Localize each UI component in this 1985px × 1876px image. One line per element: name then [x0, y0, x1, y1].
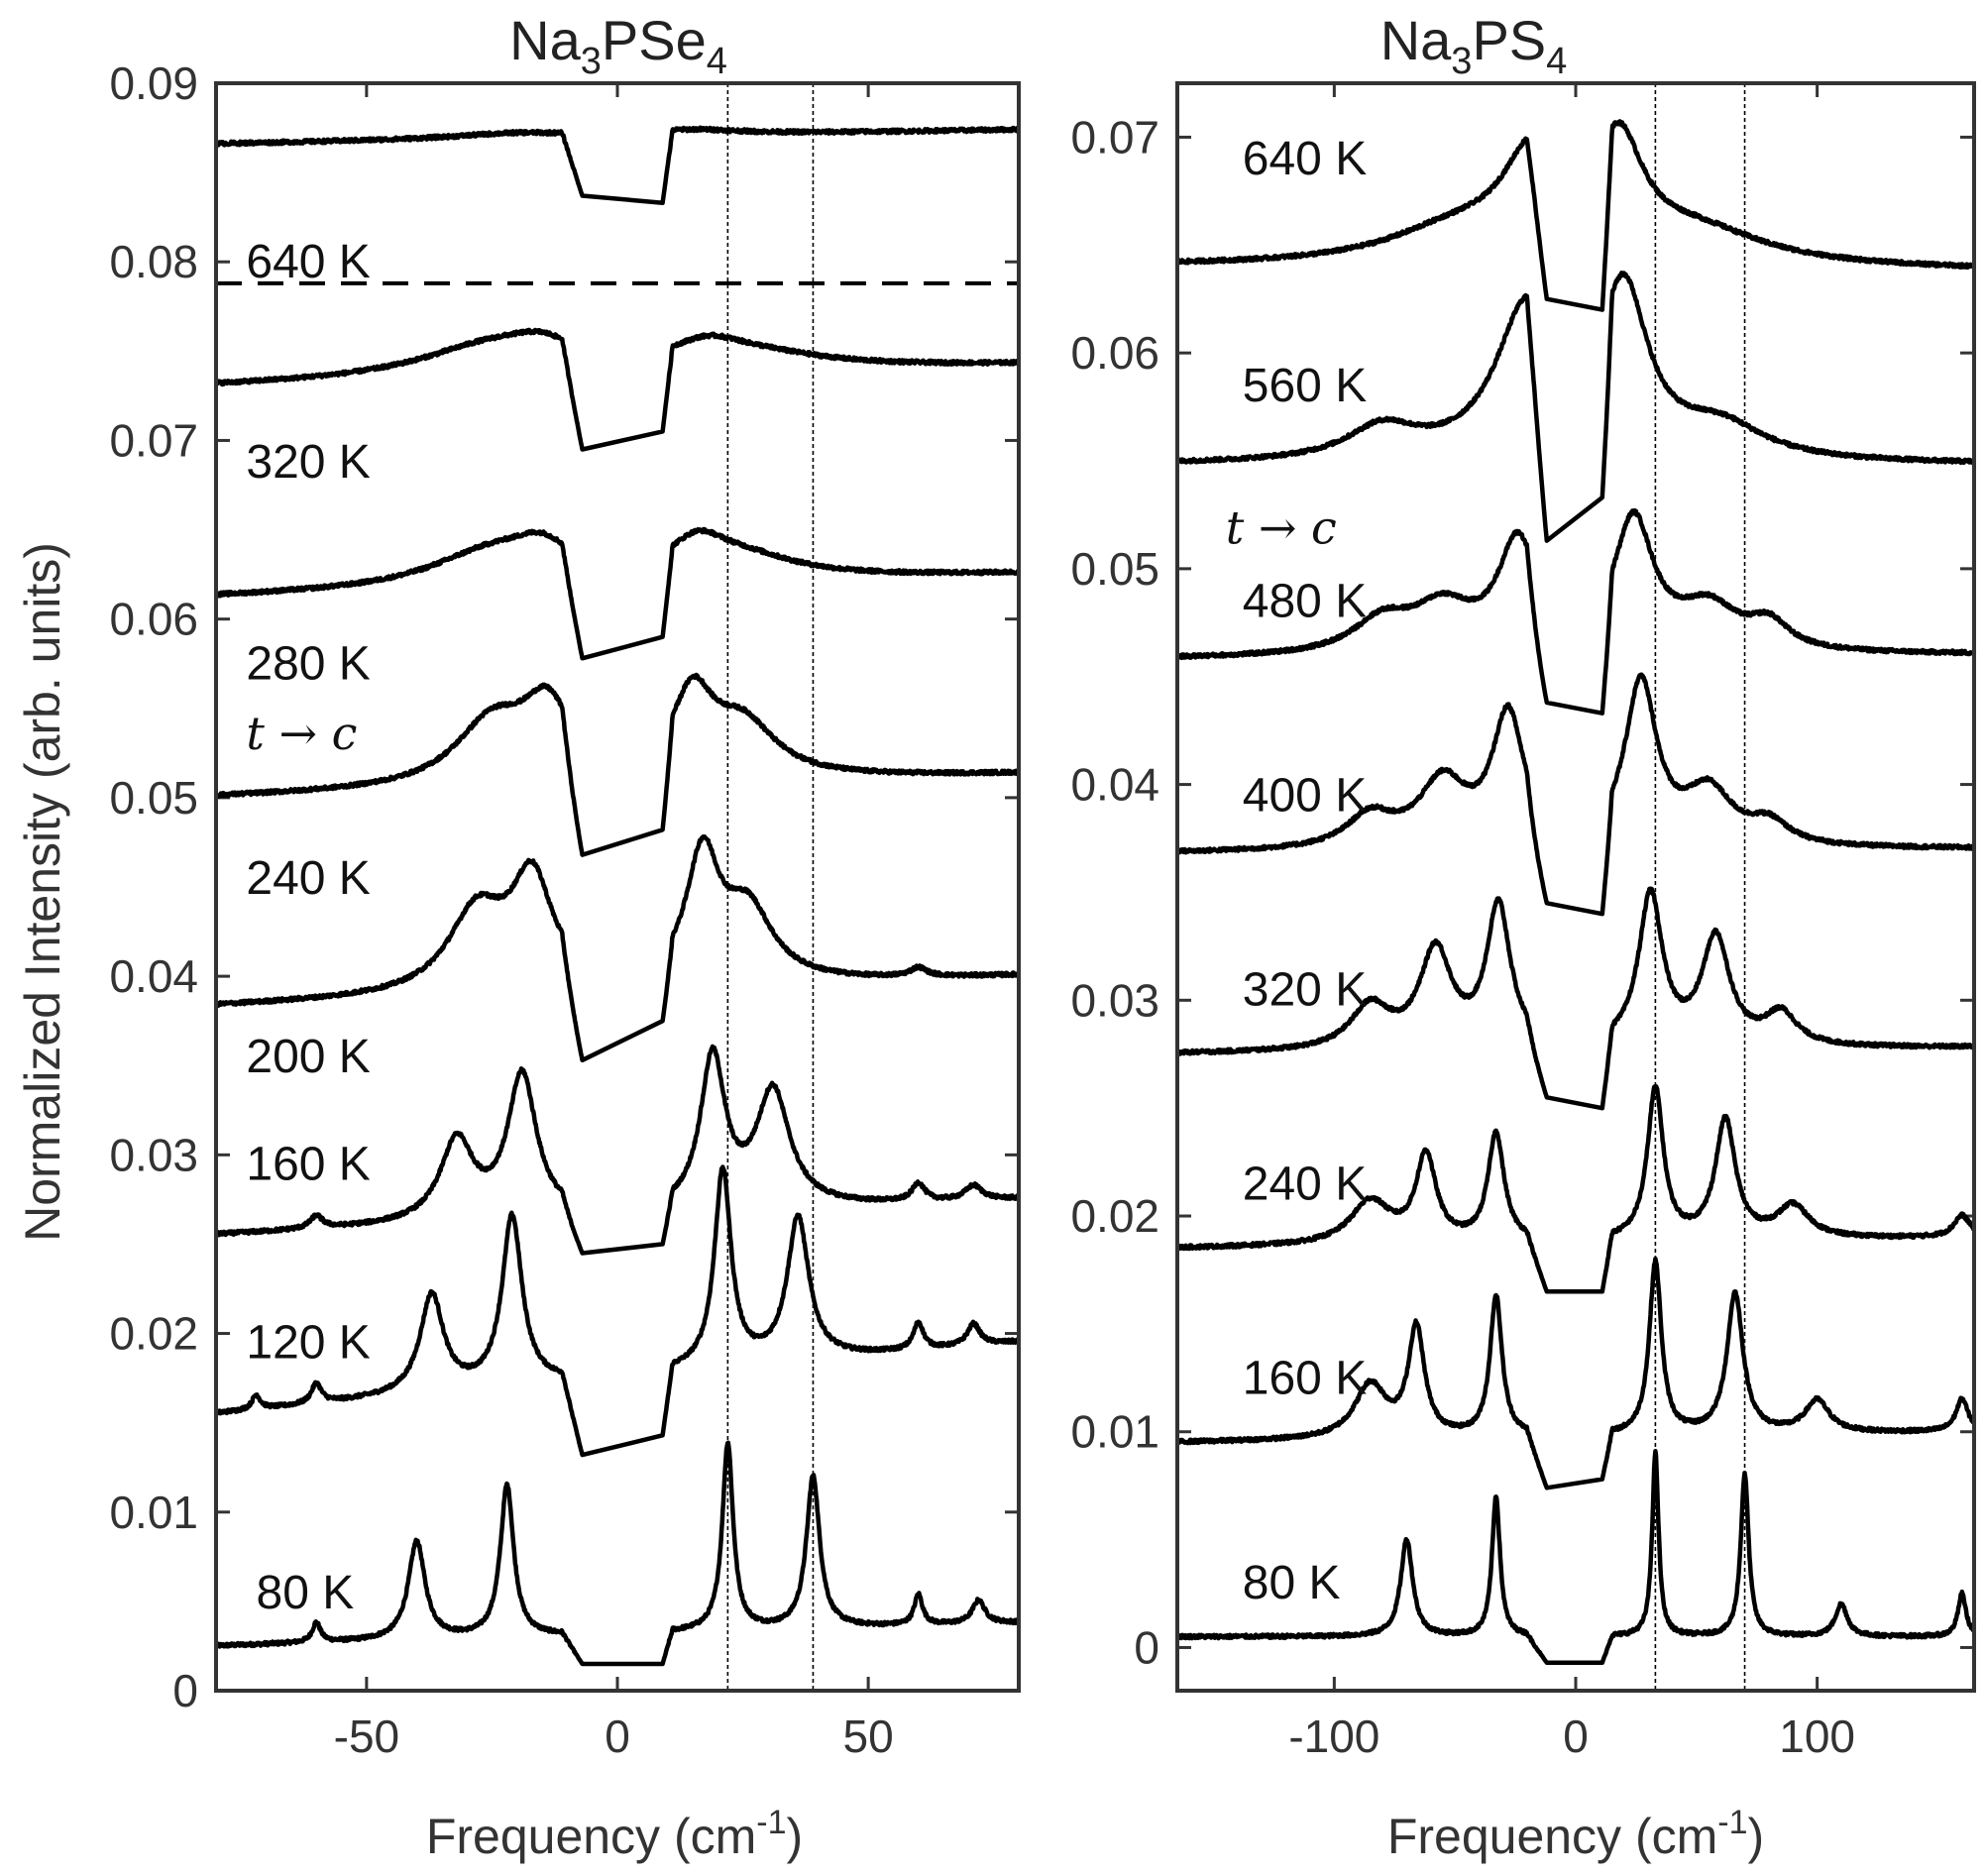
y-tick-label-na3ps4-0p07: 0.07: [1070, 111, 1159, 163]
trace-na3ps4-400k: [1174, 672, 1977, 917]
trace-na3ps4-80k: [1174, 1449, 1977, 1665]
plot-frame-na3ps4: [1175, 81, 1976, 1693]
x-tick-label-na3pse4-50: 50: [843, 1710, 894, 1762]
trace-na3ps4-480k: [1175, 507, 1977, 716]
temperature-label-na3pse4-640k: 640 K: [246, 236, 370, 288]
x-tick-label-na3ps4-100: 100: [1779, 1710, 1855, 1762]
y-tick-label-na3pse4-0p09: 0.09: [109, 57, 198, 109]
trace-na3ps4-240k: [1175, 1083, 1977, 1294]
y-tick-label-na3ps4-0p06: 0.06: [1070, 327, 1159, 379]
trace-na3pse4-240k: [214, 672, 1021, 857]
trace-na3pse4-200k: [213, 833, 1021, 1063]
transition-label-na3ps4: t → c: [1226, 501, 1337, 555]
x-tick-label-na3ps4-m100: -100: [1288, 1710, 1379, 1762]
trace-na3ps4-160k: [1174, 1256, 1977, 1490]
temperature-label-na3pse4-80k: 80 K: [257, 1567, 355, 1619]
temperature-label-na3ps4-560k: 560 K: [1243, 360, 1367, 412]
y-tick-label-na3pse4-0p08: 0.08: [109, 236, 198, 287]
y-tick-label-na3pse4-0p02: 0.02: [109, 1308, 198, 1360]
temperature-label-na3ps4-400k: 400 K: [1243, 769, 1367, 822]
trace-na3pse4-160k: [214, 1044, 1021, 1256]
y-tick-label-na3ps4-0p03: 0.03: [1070, 974, 1159, 1026]
y-tick-label-na3pse4-0p03: 0.03: [109, 1129, 198, 1180]
temperature-label-na3pse4-200k: 200 K: [246, 1031, 370, 1083]
trace-na3ps4-640k: [1175, 119, 1977, 312]
temperature-label-na3pse4-160k: 160 K: [246, 1138, 370, 1190]
panel-title-na3pse4: Na3PSe4: [509, 9, 727, 82]
y-axis-label: Normalized Intensity (arb. units): [15, 542, 70, 1242]
trace-na3pse4-280k: [214, 526, 1021, 661]
x-axis-label-na3pse4: Frequency (cm-1): [426, 1804, 803, 1864]
panel-na3pse4: Na3PSe4 Frequency (cm-1) -50 0 50 0 0.01 0.02…: [109, 9, 1021, 1864]
temperature-label-na3ps4-80k: 80 K: [1243, 1557, 1341, 1609]
x-axis-label-na3ps4: Frequency (cm-1): [1387, 1804, 1764, 1864]
temperature-label-na3ps4-160k: 160 K: [1243, 1352, 1367, 1404]
temperature-label-na3pse4-240k: 240 K: [246, 852, 370, 905]
y-tick-label-na3pse4-0p07: 0.07: [109, 414, 198, 466]
x-tick-label-na3pse4-0: 0: [605, 1710, 630, 1762]
trace-na3pse4-640k: [213, 125, 1021, 205]
y-tick-label-na3pse4-0p05: 0.05: [109, 772, 198, 824]
y-tick-label-na3ps4-0p05: 0.05: [1070, 543, 1159, 595]
y-tick-label-na3pse4-0p04: 0.04: [109, 950, 198, 1002]
trace-na3pse4-120k: [213, 1164, 1021, 1458]
temperature-label-na3ps4-240k: 240 K: [1243, 1158, 1367, 1210]
trace-na3ps4-560k: [1175, 270, 1976, 543]
y-tick-label-na3ps4-0p01: 0.01: [1070, 1406, 1159, 1458]
temperature-label-na3ps4-640k: 640 K: [1243, 133, 1367, 185]
transition-label-na3pse4: t → c: [246, 707, 357, 760]
temperature-label-na3pse4-280k: 280 K: [246, 638, 370, 691]
y-tick-label-na3pse4-0: 0: [172, 1665, 198, 1716]
temperature-label-na3ps4-320k: 320 K: [1243, 963, 1367, 1016]
x-tick-label-na3ps4-0: 0: [1563, 1710, 1589, 1762]
temperature-label-na3pse4-320k: 320 K: [246, 436, 370, 489]
trace-na3pse4-80k: [213, 1440, 1021, 1667]
temperature-label-na3ps4-480k: 480 K: [1243, 576, 1367, 628]
panel-title-na3ps4: Na3PS4: [1380, 9, 1568, 82]
y-tick-label-na3pse4-0p06: 0.06: [109, 594, 198, 645]
y-tick-label-na3ps4-0p02: 0.02: [1070, 1190, 1159, 1242]
temperature-label-na3pse4-120k: 120 K: [246, 1317, 370, 1370]
panel-na3ps4: Na3PS4 Frequency (cm-1) -100 0 100 0 0.01 0.0…: [1070, 9, 1977, 1864]
trace-na3ps4-320k: [1174, 886, 1976, 1111]
y-tick-label-na3ps4-0: 0: [1134, 1621, 1159, 1673]
x-tick-label-na3pse4-m50: -50: [334, 1710, 399, 1762]
y-tick-label-na3ps4-0p04: 0.04: [1070, 759, 1159, 811]
plot-frame-na3pse4: [214, 81, 1021, 1693]
trace-na3pse4-320k: [214, 327, 1021, 452]
y-tick-label-na3pse4-0p01: 0.01: [109, 1487, 198, 1538]
